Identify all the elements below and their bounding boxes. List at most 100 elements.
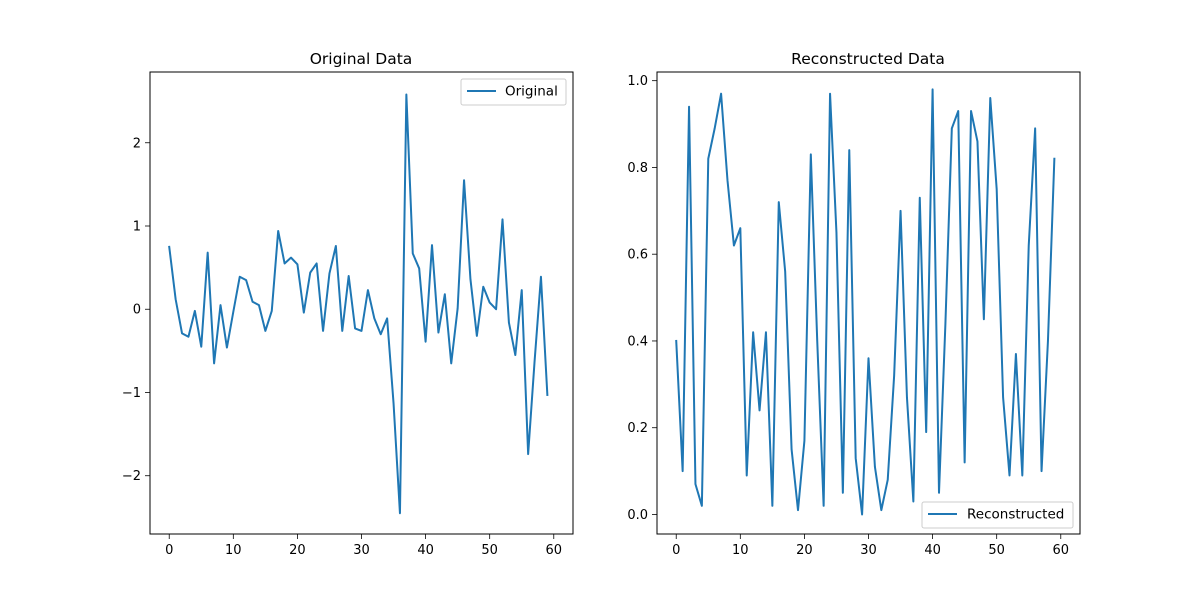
left-data-point-1 [174, 298, 176, 300]
right-data-point-47 [976, 140, 978, 142]
left-data-point-32 [373, 317, 375, 319]
left-data-point-4 [194, 310, 196, 312]
left-data-point-43 [444, 293, 446, 295]
left-data-point-59 [546, 394, 548, 396]
right-data-point-54 [1021, 474, 1023, 476]
left-data-point-16 [271, 310, 273, 312]
right-data-point-27 [848, 149, 850, 151]
right-data-point-21 [810, 153, 812, 155]
left-data-point-17 [277, 230, 279, 232]
left-data-point-35 [392, 402, 394, 404]
right-legend-box [921, 501, 1074, 529]
left-data-point-46 [463, 179, 465, 181]
left-data-point-2 [181, 332, 183, 334]
left-data-point-50 [488, 301, 490, 303]
left-x-tick-label: 30 [353, 543, 370, 558]
right-data-point-35 [899, 210, 901, 212]
left-data-point-22 [309, 271, 311, 273]
right-y-tick-label: 0.0 [627, 508, 648, 523]
left-data-point-49 [482, 286, 484, 288]
left-data-point-12 [245, 279, 247, 281]
right-data-point-17 [784, 270, 786, 272]
left-legend: Original [460, 78, 567, 106]
right-data-point-16 [778, 201, 780, 203]
left-data-point-41 [431, 244, 433, 246]
left-y-tick-label: −2 [122, 469, 141, 484]
right-axes-frame [656, 71, 1081, 535]
right-data-point-43 [951, 127, 953, 129]
left-data-point-24 [322, 330, 324, 332]
right-data-point-56 [1034, 127, 1036, 129]
left-y-tick-label: −1 [122, 386, 141, 401]
right-x-tick-label: 50 [988, 543, 1005, 558]
left-x-tick-label: 40 [417, 543, 434, 558]
right-data-point-34 [893, 374, 895, 376]
left-data-point-44 [450, 362, 452, 364]
right-data-point-49 [989, 97, 991, 99]
right-data-point-44 [957, 110, 959, 112]
right-data-point-5 [707, 158, 709, 160]
left-data-point-18 [283, 262, 285, 264]
right-data-point-53 [1015, 353, 1017, 355]
left-x-tick-label: 20 [289, 543, 306, 558]
right-x-tick-label: 40 [924, 543, 941, 558]
right-series-layer [675, 88, 1056, 516]
left-data-point-34 [386, 317, 388, 319]
right-data-point-3 [694, 483, 696, 485]
right-data-point-7 [720, 92, 722, 94]
right-data-point-13 [758, 409, 760, 411]
right-data-point-9 [733, 244, 735, 246]
left-y-tick-label: 2 [133, 136, 141, 151]
right-data-point-4 [701, 505, 703, 507]
right-data-point-33 [887, 479, 889, 481]
left-data-point-28 [347, 275, 349, 277]
right-data-point-20 [803, 440, 805, 442]
left-axes-frame [149, 71, 574, 535]
left-data-point-45 [456, 307, 458, 309]
right-data-point-26 [842, 492, 844, 494]
left-data-point-19 [290, 256, 292, 258]
right-x-tick-label: 10 [732, 543, 749, 558]
right-data-point-25 [835, 231, 837, 233]
left-x-tick-label: 0 [165, 543, 173, 558]
right-y-tick-label: 0.2 [627, 421, 648, 436]
left-data-point-10 [232, 311, 234, 313]
left-data-point-56 [527, 453, 529, 455]
left-data-point-51 [495, 308, 497, 310]
left-data-point-6 [206, 251, 208, 253]
right-data-point-42 [944, 322, 946, 324]
left-plot-title: Original Data [310, 50, 413, 68]
right-data-point-41 [938, 492, 940, 494]
right-data-point-23 [822, 505, 824, 507]
left-data-point-48 [476, 335, 478, 337]
left-data-point-37 [405, 93, 407, 95]
right-data-point-10 [739, 227, 741, 229]
left-data-point-9 [226, 346, 228, 348]
right-legend-label: Reconstructed [967, 507, 1064, 523]
right-data-point-31 [874, 466, 876, 468]
left-data-point-21 [303, 311, 305, 313]
right-x-tick-label: 60 [1052, 543, 1069, 558]
left-data-point-36 [399, 512, 401, 514]
right-y-tick-label: 0.8 [627, 161, 648, 176]
right-plot: Reconstructed Data 0 10 20 30 40 50 60 0.0 0.2 0.… [627, 50, 1081, 558]
right-x-tick-label: 0 [672, 543, 680, 558]
left-data-point-30 [360, 330, 362, 332]
right-data-point-46 [970, 110, 972, 112]
right-data-point-18 [790, 448, 792, 450]
right-data-point-48 [983, 318, 985, 320]
right-plot-title: Reconstructed Data [791, 50, 945, 68]
left-data-point-3 [187, 336, 189, 338]
right-data-point-38 [919, 197, 921, 199]
right-data-point-19 [797, 509, 799, 511]
right-x-tick-label: 20 [796, 543, 813, 558]
right-data-point-29 [861, 513, 863, 515]
right-data-point-22 [816, 340, 818, 342]
right-y-tick-label: 1.0 [627, 74, 648, 89]
right-x-tick-label: 30 [860, 543, 877, 558]
left-data-point-11 [239, 276, 241, 278]
right-data-point-58 [1047, 340, 1049, 342]
left-legend-label: Original [505, 84, 558, 100]
left-data-point-39 [418, 267, 420, 269]
